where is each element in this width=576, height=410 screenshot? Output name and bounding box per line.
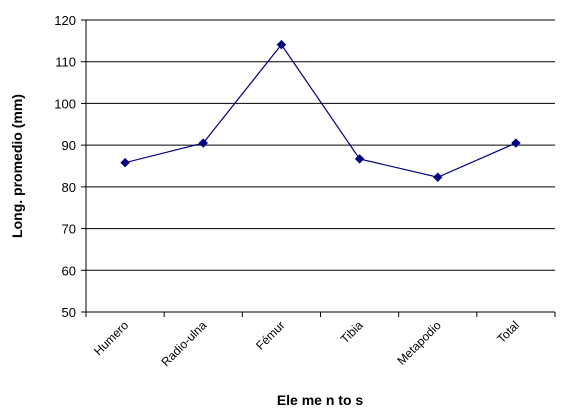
x-tick-label: Metapodio [394, 318, 444, 368]
x-tick-label: Humero [91, 318, 131, 358]
gridlines [86, 19, 555, 313]
y-tick-label: 60 [62, 263, 76, 278]
x-tick-label: Tibia [338, 318, 366, 346]
data-point-marker [511, 138, 521, 148]
y-axis-label: Long. promedio (mm) [9, 94, 25, 238]
series-line-path [124, 43, 517, 178]
x-tick-labels: Humero Radio-ulna Fémur Tibia Metapodio Total [91, 318, 522, 369]
data-point-marker [198, 138, 208, 148]
y-tick-label: 120 [54, 13, 76, 28]
x-tick-label: Radio-ulna [158, 318, 209, 369]
y-tick-label: 80 [62, 180, 76, 195]
data-point-marker [276, 39, 287, 50]
series-line [120, 39, 521, 182]
y-tick-label: 70 [62, 222, 76, 237]
data-point-marker [433, 172, 443, 182]
y-tick-label: 90 [62, 138, 76, 153]
y-tick-label: 110 [55, 55, 76, 70]
data-point-marker [120, 157, 130, 168]
x-axis-label: Ele me n to s [277, 392, 364, 408]
data-point-marker [354, 154, 365, 164]
axes [81, 19, 556, 317]
x-tick-label: Total [494, 318, 522, 346]
y-tick-labels: 50 60 70 80 90 100 110 120 [54, 13, 76, 320]
y-tick-label: 100 [54, 96, 76, 111]
x-tick-label: Fémur [253, 318, 287, 352]
y-tick-label: 50 [62, 305, 76, 320]
